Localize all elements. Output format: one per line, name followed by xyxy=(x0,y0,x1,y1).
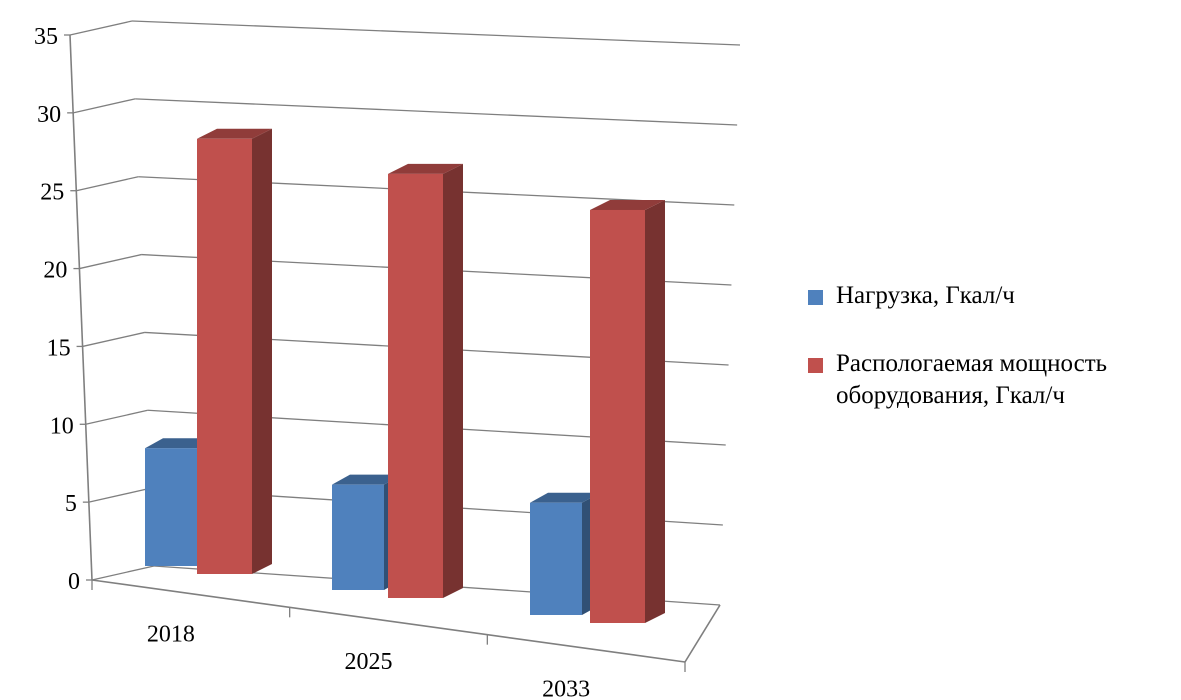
gridline xyxy=(135,98,738,126)
y-tick-label: 15 xyxy=(47,335,71,361)
bar xyxy=(590,209,645,624)
x-axis-line xyxy=(91,579,686,663)
legend-item-load: Нагрузка, Гкал/ч xyxy=(808,280,1178,312)
y-axis-line xyxy=(69,34,93,581)
legend-label-load: Нагрузка, Гкал/ч xyxy=(836,282,1015,309)
side-wall-gridline xyxy=(85,409,148,425)
legend-item-capacity: Распологаемая мощность оборудования, Гка… xyxy=(808,348,1178,412)
legend-swatch-capacity xyxy=(808,358,823,373)
x-tick-label: 2025 xyxy=(345,649,393,675)
side-wall-gridline xyxy=(82,331,145,348)
x-tick-label: 2033 xyxy=(542,676,590,700)
side-wall-gridline xyxy=(88,487,152,503)
bar-side xyxy=(252,128,272,574)
side-wall-gridline xyxy=(76,176,139,192)
bar xyxy=(530,502,582,615)
bar-side xyxy=(443,163,463,598)
legend-swatch-load xyxy=(808,290,823,305)
y-tick-label: 25 xyxy=(40,180,64,206)
side-wall-gridline xyxy=(91,565,155,581)
bar xyxy=(197,138,252,574)
y-tick-label: 0 xyxy=(68,569,80,595)
side-wall-gridline xyxy=(72,98,136,114)
side-wall-gridline xyxy=(79,253,142,270)
bar-top xyxy=(590,199,665,210)
y-tick-label: 30 xyxy=(37,102,61,128)
y-tick-label: 5 xyxy=(65,491,77,517)
bar xyxy=(145,448,197,566)
bar xyxy=(332,484,384,590)
y-tick-label: 35 xyxy=(34,24,58,50)
legend-label-capacity: Распологаемая мощность оборудования, Гка… xyxy=(836,350,1108,409)
bar-top xyxy=(332,474,402,485)
y-tick-label: 10 xyxy=(50,413,74,439)
bar-top xyxy=(197,128,272,139)
gridline xyxy=(131,20,741,46)
bar-side xyxy=(645,199,665,624)
bar xyxy=(388,173,443,598)
bar-top xyxy=(388,163,463,174)
floor-edge xyxy=(684,604,721,663)
bar-top xyxy=(530,492,600,503)
legend: Нагрузка, Гкал/ч Распологаемая мощность … xyxy=(808,280,1178,448)
x-tick-label: 2018 xyxy=(147,622,195,648)
y-tick-label: 20 xyxy=(43,258,67,284)
side-wall-gridline xyxy=(69,20,133,36)
